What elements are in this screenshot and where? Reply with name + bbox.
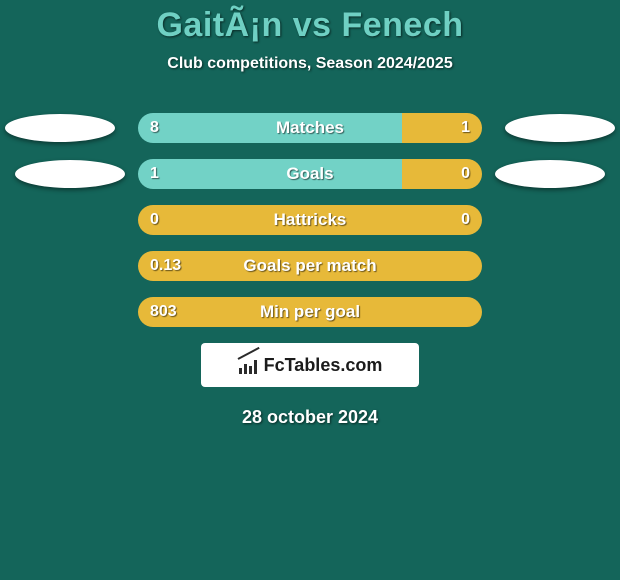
stat-label: Goals per match [138, 251, 482, 281]
stat-row: 10Goals [0, 159, 620, 189]
right-blob [495, 160, 605, 188]
brand-chart-icon [238, 356, 260, 374]
stat-row: 81Matches [0, 113, 620, 143]
page-title: GaitÃ¡n vs Fenech [0, 0, 620, 45]
stat-label: Min per goal [138, 297, 482, 327]
brand-text: FcTables.com [264, 355, 383, 376]
right-blob [505, 114, 615, 142]
stat-row: 0.13Goals per match [0, 251, 620, 281]
brand-box: FcTables.com [201, 343, 419, 387]
stat-row: 00Hattricks [0, 205, 620, 235]
page-subtitle: Club competitions, Season 2024/2025 [0, 55, 620, 73]
stat-label: Goals [138, 159, 482, 189]
stats-rows: 81Matches 10Goals 00Hattricks 0.13Goals per… [0, 113, 620, 327]
stat-label: Hattricks [138, 205, 482, 235]
stat-label: Matches [138, 113, 482, 143]
wrap: GaitÃ¡n vs Fenech Club competitions, Sea… [0, 0, 620, 580]
footer-date: 28 october 2024 [0, 407, 620, 428]
stat-row: 803Min per goal [0, 297, 620, 327]
left-blob [5, 114, 115, 142]
left-blob [15, 160, 125, 188]
